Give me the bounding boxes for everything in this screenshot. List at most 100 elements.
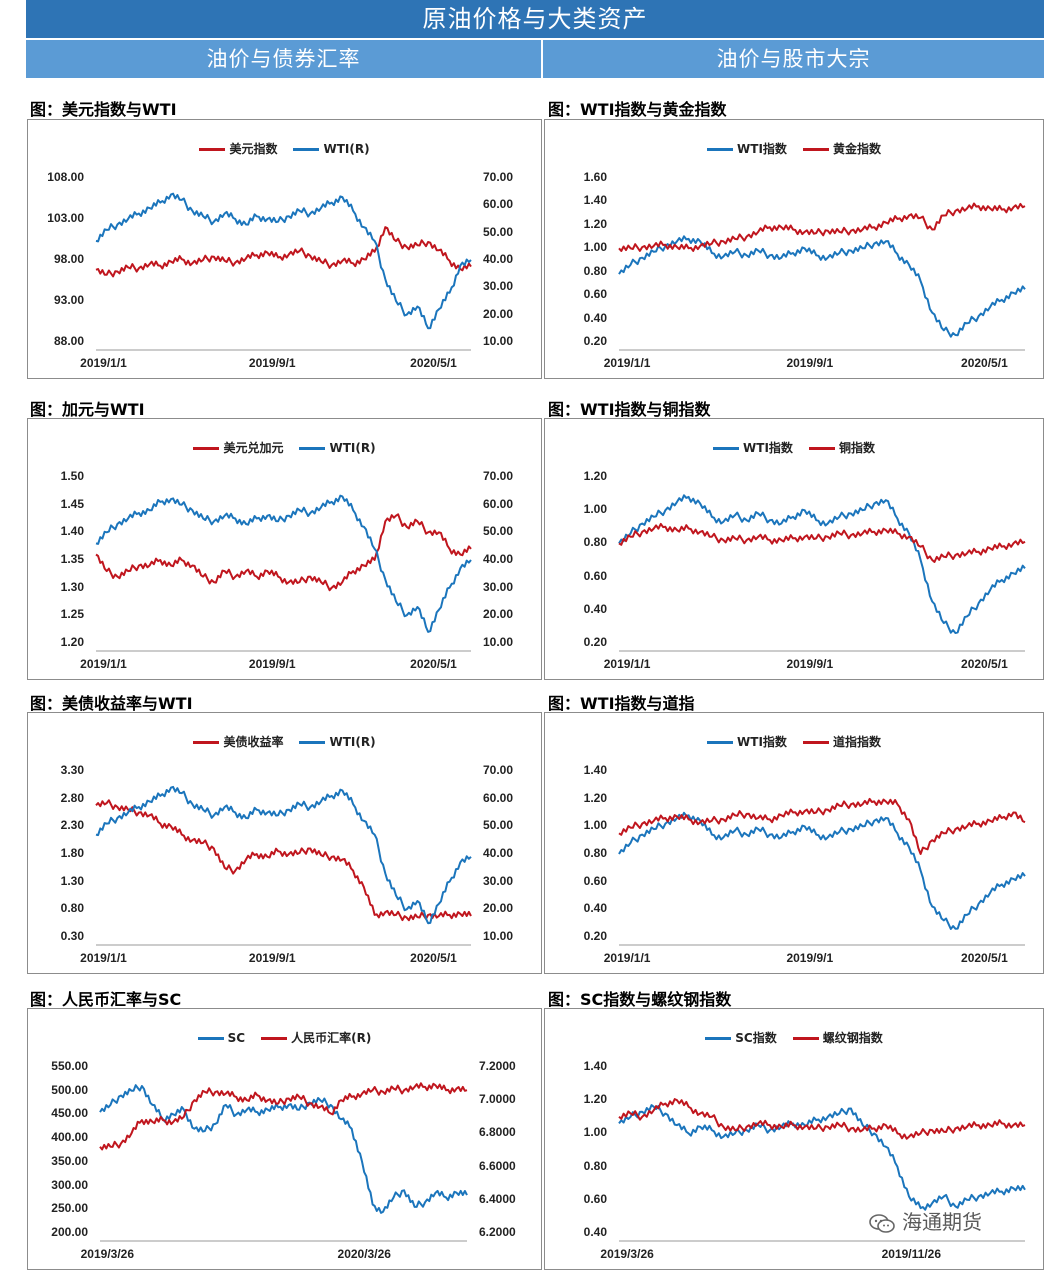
y-left-tick: 450.00 (51, 1106, 88, 1121)
y-left-tick: 350.00 (51, 1153, 88, 1168)
legend-swatch (707, 741, 734, 744)
chart-plot (95, 494, 472, 652)
y-right-tick: 70.00 (483, 170, 514, 184)
y-right-tick: 30.00 (483, 579, 514, 594)
legend-item: WTI指数 (707, 140, 787, 157)
series-line (95, 494, 472, 633)
series-line (618, 202, 1026, 252)
series-line (95, 226, 472, 278)
y-right-tick: 6.8000 (479, 1125, 516, 1140)
chart-title: 图：WTI指数与铜指数 (548, 400, 711, 419)
legend-label: WTI(R) (329, 440, 376, 455)
y-left-tick: 1.20 (583, 1092, 607, 1107)
series-line (618, 811, 1026, 930)
legend-item: WTI指数 (713, 439, 793, 456)
y-left-tick: 0.80 (60, 901, 84, 916)
series-line (618, 797, 1026, 855)
legend-item: 美债收益率 (193, 733, 283, 750)
legend-item: 美元指数 (199, 140, 277, 157)
chart-legend: 美元兑加元 WTI(R) (28, 439, 541, 456)
y-left-tick: 98.00 (53, 252, 84, 266)
chart-title: 图：美元指数与WTI (30, 100, 177, 119)
page-title: 原油价格与大类资产 (26, 0, 1044, 38)
y-left-tick: 0.60 (583, 873, 607, 888)
y-left-tick: 500.00 (51, 1082, 88, 1097)
y-left-tick: 0.20 (583, 929, 607, 943)
x-tick: 2019/9/1 (248, 657, 296, 671)
chart-title: 图：WTI指数与黄金指数 (548, 100, 727, 119)
y-left-tick: 1.20 (60, 635, 84, 649)
y-left-tick: 1.20 (583, 216, 607, 231)
y-right-tick: 10.00 (483, 334, 514, 348)
y-left-tick: 0.80 (583, 263, 607, 278)
y-right-tick: 20.00 (483, 901, 514, 916)
x-tick: 2019/11/26 (881, 1247, 942, 1261)
series-line (99, 1082, 468, 1151)
chart-title: 图：美债收益率与WTI (30, 694, 193, 713)
y-left-tick: 550.00 (51, 1059, 88, 1073)
y-right-tick: 40.00 (483, 252, 514, 266)
legend-item: WTI(R) (299, 735, 376, 749)
legend-swatch (808, 447, 835, 450)
y-left-tick: 1.30 (60, 873, 84, 888)
x-tick: 2019/9/1 (786, 657, 834, 671)
watermark-text: 海通期货 (902, 1210, 982, 1234)
legend-label: 美元兑加元 (223, 441, 284, 455)
x-tick: 2019/1/1 (603, 356, 651, 370)
x-tick: 2019/3/26 (80, 1247, 135, 1261)
series-line (95, 785, 472, 925)
y-left-tick: 0.40 (583, 1225, 607, 1239)
legend-item: 美元兑加元 (193, 439, 283, 456)
y-right-tick: 50.00 (483, 818, 514, 833)
x-tick: 2020/5/1 (961, 657, 1008, 671)
y-left-tick: 2.80 (60, 790, 84, 805)
y-left-tick: 400.00 (51, 1130, 88, 1145)
y-left-tick: 0.60 (583, 1191, 607, 1206)
legend-item: 人民币汇率(R) (261, 1029, 371, 1046)
y-right-tick: 6.6000 (479, 1158, 516, 1173)
chart-plot (618, 202, 1026, 351)
legend-swatch (705, 1037, 732, 1040)
legend-swatch (197, 1036, 224, 1040)
legend-label: 道指指数 (832, 735, 881, 749)
series-line (95, 799, 472, 922)
x-tick: 2019/9/1 (248, 951, 296, 965)
right-section-header: 油价与股市大宗 (543, 40, 1044, 78)
y-left-tick: 1.35 (60, 552, 84, 566)
y-right-tick: 30.00 (483, 873, 514, 888)
chart-legend: SC 人民币汇率(R) (28, 1029, 541, 1046)
y-left-tick: 1.40 (583, 763, 607, 777)
x-tick: 2019/9/1 (786, 356, 834, 370)
legend-label: WTI指数 (737, 142, 787, 156)
legend-item: SC指数 (705, 1029, 777, 1046)
chart-plot (618, 797, 1026, 946)
y-right-tick: 50.00 (483, 224, 514, 239)
chart-plot (99, 1082, 468, 1242)
legend-label: SC (227, 1030, 246, 1045)
y-left-tick: 0.60 (583, 568, 607, 583)
y-right-tick: 50.00 (483, 524, 514, 539)
x-tick: 2020/5/1 (961, 951, 1008, 965)
y-left-tick: 3.30 (60, 763, 84, 777)
x-tick: 2019/1/1 (80, 657, 127, 671)
y-left-tick: 1.50 (60, 469, 84, 483)
y-left-tick: 1.00 (583, 502, 607, 517)
legend-label: 螺纹钢指数 (822, 1031, 883, 1045)
chart-panel: 美元兑加元 WTI(R) 1.50 1.45 1.40 1.35 1.30 1.25 1.20 7… (27, 418, 542, 680)
y-left-tick: 1.40 (60, 524, 84, 539)
series-line (618, 522, 1026, 563)
x-tick: 2019/3/26 (600, 1247, 654, 1261)
legend-swatch (802, 148, 829, 151)
y-left-tick: 0.80 (583, 535, 607, 550)
y-left-tick: 0.40 (583, 601, 607, 616)
y-left-tick: 0.20 (583, 334, 607, 348)
chart-title: 图：加元与WTI (30, 400, 145, 419)
legend-swatch (802, 741, 829, 744)
chart-legend: 美债收益率 WTI(R) (28, 733, 541, 750)
y-left-tick: 0.40 (583, 310, 607, 325)
legend-swatch (299, 740, 326, 744)
legend-item: WTI(R) (299, 440, 376, 455)
chart-panel: 美债收益率 WTI(R) 3.30 2.80 2.30 1.80 1.30 0.80 0.30 7… (27, 712, 542, 974)
x-tick: 2019/1/1 (80, 951, 127, 965)
y-left-tick: 1.20 (583, 469, 607, 483)
